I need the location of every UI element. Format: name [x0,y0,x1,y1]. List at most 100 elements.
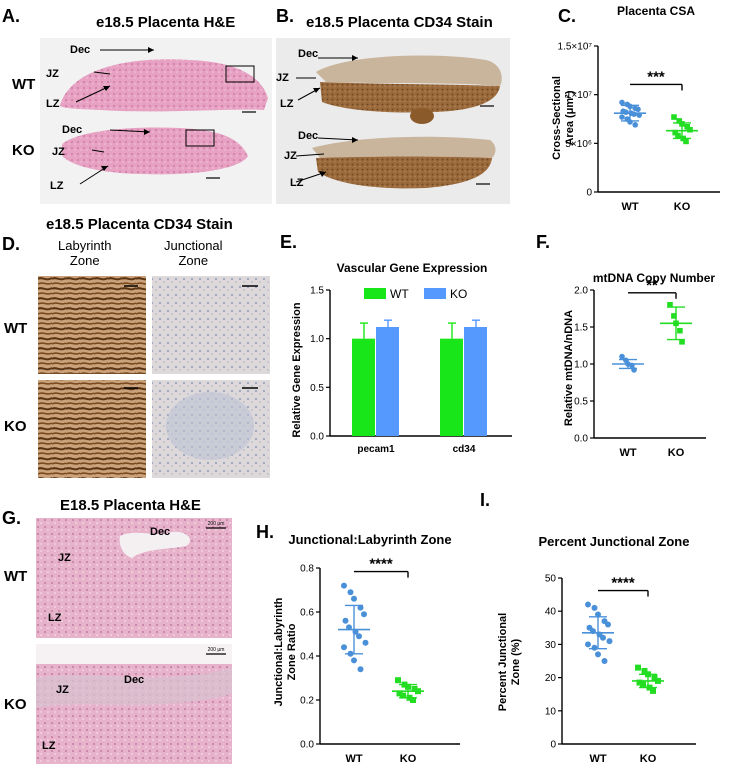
panel-b-label-lz-wt: LZ [280,98,294,110]
panel-a-label-jz-ko: JZ [52,146,65,158]
chart-c-ylabel-2: Area (μm²) [564,90,576,145]
data-point-wt [595,651,601,658]
data-point-ko [675,132,681,139]
y-tick-label: 0.5 [574,397,588,408]
data-point-ko [636,679,643,686]
data-point-wt [341,644,347,651]
data-point-wt [619,99,625,106]
panel-f-letter: F. [536,232,551,252]
data-point-ko [677,327,683,334]
data-point-wt [351,657,357,664]
data-point-ko [395,677,401,684]
panel-g-title: E18.5 Placenta H&E [60,497,201,514]
x-category-label: WT [621,201,638,210]
significance-stars: **** [611,575,635,592]
panel-g-row-wt: WT [4,568,28,585]
data-point-wt [591,604,598,611]
x-category-label: KO [400,753,417,765]
cd34-placenta-drawing [295,55,502,189]
significance-stars: *** [647,68,665,85]
panel-d-col1-header: Labyrinth Zone [58,238,111,268]
panel-b-label-dec-ko: Dec [298,130,319,142]
chart-c: Placenta CSA Cross-Sectional Area (μm²) … [551,4,720,210]
data-point-wt [351,595,357,602]
panel-a-title: e18.5 Placenta H&E [96,14,236,31]
data-point-wt [600,634,606,641]
panel-d-micrographs [38,276,270,478]
panel-d-col2-line2: Zone [178,253,209,268]
data-point-wt [347,589,354,596]
data-point-wt [357,666,364,673]
bar-ko [376,326,399,436]
data-point-ko [676,118,682,124]
y-tick-label: 0 [586,188,592,199]
legend-label-wt: WT [390,287,409,301]
data-point-ko [687,126,693,133]
x-category-label: cd34 [453,444,476,455]
data-point-wt [342,617,349,624]
y-tick-label: 20 [545,673,557,684]
panel-d-col2-line1: Junctional [164,238,223,253]
y-tick-label: 0.4 [300,652,314,663]
panel-a-label-lz-wt: LZ [46,98,60,110]
data-point-ko [640,681,646,688]
panel-g-label-lz-ko: LZ [42,740,56,752]
panel-e-letter: E. [280,232,298,252]
chart-i-title: Percent Junctional Zone [539,534,690,549]
y-tick-label: 30 [545,640,557,651]
panel-c-letter: C. [558,6,576,26]
data-point-ko [684,123,690,130]
y-tick-label: 0 [550,740,556,751]
data-point-wt [601,658,608,664]
chart-f: mtDNA Copy Number Relative mtDNA/nDNA 0.… [563,271,715,459]
data-point-ko [679,339,685,345]
panel-d-title: e18.5 Placenta CD34 Stain [46,216,233,233]
y-tick-label: 0.8 [300,564,314,575]
he-placenta-drawing [60,47,268,185]
data-point-ko [641,667,648,674]
panel-g-micrographs: 200 μm 200 μm [36,518,232,764]
data-point-ko [683,138,689,145]
data-point-wt [631,111,637,117]
x-category-label: KO [674,201,691,210]
bar-wt [440,338,463,436]
x-category-label: KO [668,447,685,459]
y-tick-label: 40 [545,607,557,618]
data-point-ko [411,686,418,692]
data-point-wt [356,633,362,640]
panel-b-micrograph [276,38,510,204]
x-category-label: WT [619,447,636,459]
legend-swatch-ko [424,288,446,299]
panel-g-label-lz-wt: LZ [48,612,62,624]
panel-g-scalebar-ko: 200 μm [208,647,225,653]
data-point-ko [671,114,677,120]
panel-b-label-jz-wt: JZ [276,72,289,84]
x-category-label: WT [589,753,606,765]
legend-label-ko: KO [450,287,467,301]
chart-c-title: Placenta CSA [617,4,695,18]
y-tick-label: 1.5 [310,286,324,297]
chart-h-ylabel-1: Junctional:Labyrinth [273,597,285,706]
data-point-wt [362,639,369,646]
y-tick-label: 0.2 [300,696,314,707]
data-point-wt [623,109,629,115]
panel-g-row-ko: KO [4,696,27,713]
data-point-ko [410,697,416,703]
panel-g-scalebar-wt: 200 μm [208,521,225,527]
chart-e-ylabel: Relative Gene Expression [291,302,303,437]
panel-g-label-jz-wt: JZ [58,552,71,564]
panel-b-label-lz-ko: LZ [290,177,304,189]
panel-a-letter: A. [2,6,20,26]
chart-f-ylabel: Relative mtDNA/nDNA [563,310,575,426]
chart-h-title: Junctional:Labyrinth Zone [288,532,451,547]
bar-wt [352,338,375,436]
panel-a-row-wt: WT [12,76,36,93]
y-tick-label: 50 [545,574,557,585]
data-point-wt [635,106,641,113]
data-point-wt [585,641,591,648]
data-point-wt [595,611,601,618]
data-point-wt [361,611,367,618]
y-tick-label: 2.0 [574,286,588,297]
panel-a-label-dec-wt: Dec [70,44,91,56]
y-tick-label: 1.0 [310,334,324,345]
